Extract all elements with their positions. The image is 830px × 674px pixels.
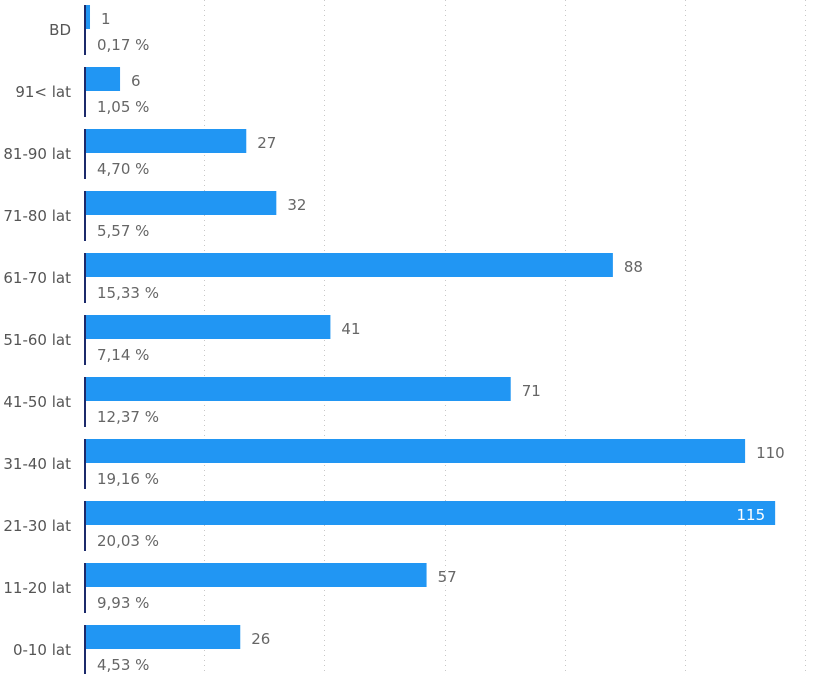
bars <box>84 5 776 674</box>
bar-1 <box>84 5 91 29</box>
bar-3 <box>84 129 247 153</box>
value-label-11: 26 <box>251 630 270 648</box>
percent-label-2: 1,05 % <box>97 98 149 116</box>
value-label-9: 115 <box>737 506 766 524</box>
value-label-10: 57 <box>438 568 457 586</box>
bar-9 <box>84 501 776 525</box>
bar-5 <box>84 253 613 277</box>
bar-2 <box>84 67 121 91</box>
bar-10 <box>84 563 427 587</box>
value-label-8: 110 <box>756 444 785 462</box>
percent-label-1: 0,17 % <box>97 36 149 54</box>
category-label-8: 31-40 lat <box>3 455 71 473</box>
category-label-2: 91< lat <box>15 83 71 101</box>
value-label-6: 41 <box>341 320 360 338</box>
category-label-10: 11-20 lat <box>3 579 71 597</box>
percent-label-8: 19,16 % <box>97 470 159 488</box>
bar-7 <box>84 377 511 401</box>
category-label-4: 71-80 lat <box>3 207 71 225</box>
value-label-1: 1 <box>101 10 111 28</box>
value-label-7: 71 <box>522 382 541 400</box>
value-label-3: 27 <box>257 134 276 152</box>
category-label-7: 41-50 lat <box>3 393 71 411</box>
percent-label-9: 20,03 % <box>97 532 159 550</box>
percent-label-3: 4,70 % <box>97 160 149 178</box>
percent-label-10: 9,93 % <box>97 594 149 612</box>
percent-label-11: 4,53 % <box>97 656 149 674</box>
bar-8 <box>84 439 746 463</box>
value-label-2: 6 <box>131 72 141 90</box>
value-label-4: 32 <box>287 196 306 214</box>
category-label-9: 21-30 lat <box>3 517 71 535</box>
category-label-6: 51-60 lat <box>3 331 71 349</box>
bar-6 <box>84 315 331 339</box>
percent-label-6: 7,14 % <box>97 346 149 364</box>
percent-label-7: 12,37 % <box>97 408 159 426</box>
labels: BD 1 0,17 % 91< lat 6 1,05 % 81-90 lat 27 4,70 %… <box>3 10 784 674</box>
category-label-1: BD <box>49 21 71 39</box>
category-label-11: 0-10 lat <box>13 641 71 659</box>
bar-4 <box>84 191 277 215</box>
percent-label-4: 5,57 % <box>97 222 149 240</box>
category-label-5: 61-70 lat <box>3 269 71 287</box>
category-label-3: 81-90 lat <box>3 145 71 163</box>
value-label-5: 88 <box>624 258 643 276</box>
percent-label-5: 15,33 % <box>97 284 159 302</box>
bar-11 <box>84 625 241 649</box>
